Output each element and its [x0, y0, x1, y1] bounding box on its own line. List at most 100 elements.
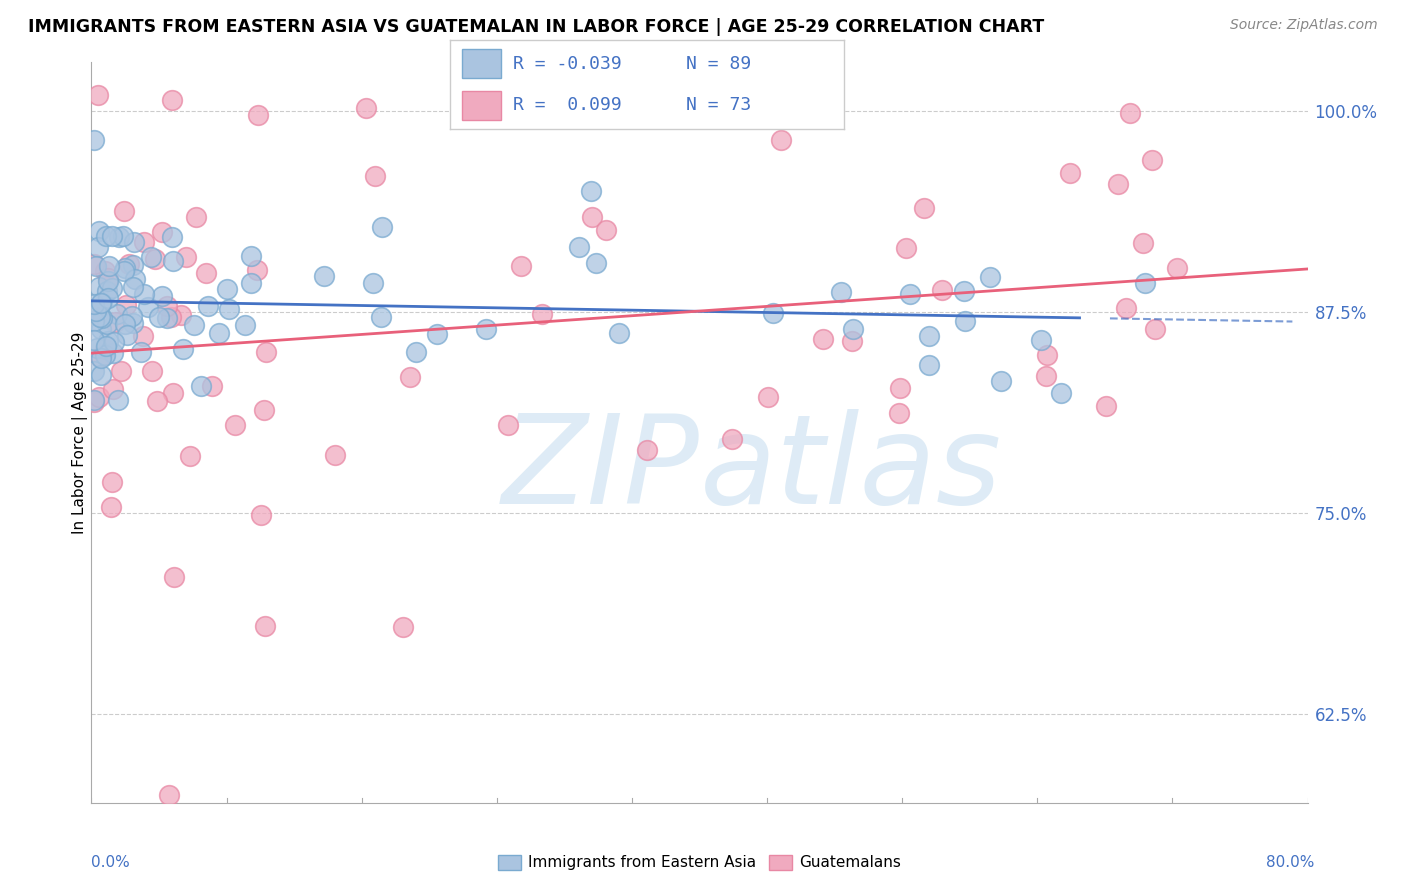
Point — [89, 310, 111, 324]
Point — [249, 508, 271, 523]
Point — [371, 219, 394, 234]
FancyBboxPatch shape — [461, 91, 501, 120]
Point — [636, 443, 658, 458]
Point — [246, 108, 269, 122]
Point — [581, 210, 603, 224]
Point — [90, 351, 112, 366]
Point — [1140, 153, 1163, 167]
Point — [96, 317, 118, 331]
Point — [97, 334, 120, 349]
Point — [756, 390, 779, 404]
Point — [918, 329, 941, 343]
Point — [101, 281, 124, 295]
Point — [312, 269, 335, 284]
Point — [97, 270, 120, 285]
Point — [721, 432, 744, 446]
Point — [143, 252, 166, 266]
Point — [122, 280, 145, 294]
Point — [240, 249, 263, 263]
Text: N = 73: N = 73 — [686, 96, 751, 114]
Point — [370, 310, 392, 324]
Point — [162, 385, 184, 400]
Point — [97, 274, 120, 288]
Point — [115, 298, 138, 312]
Point — [83, 313, 105, 327]
Point — [103, 334, 125, 349]
Point — [254, 619, 277, 633]
Point — [218, 302, 240, 317]
Point — [246, 263, 269, 277]
Point — [129, 344, 152, 359]
Text: ZIP: ZIP — [502, 409, 699, 530]
Point — [1119, 105, 1142, 120]
Point — [122, 316, 145, 330]
Point — [86, 342, 108, 356]
Point — [141, 250, 163, 264]
Point — [121, 309, 143, 323]
Text: R =  0.099: R = 0.099 — [513, 96, 621, 114]
Point — [233, 318, 256, 332]
Point — [98, 259, 121, 273]
Point — [112, 203, 135, 218]
Point — [1107, 177, 1129, 191]
Point — [953, 285, 976, 299]
Point — [83, 133, 105, 147]
Point — [1050, 385, 1073, 400]
Point — [585, 256, 607, 270]
Point — [141, 364, 163, 378]
Point — [118, 257, 141, 271]
Point — [84, 304, 107, 318]
Point — [918, 358, 941, 372]
Point — [361, 277, 384, 291]
Point — [87, 87, 110, 102]
Point — [426, 326, 449, 341]
Point — [156, 299, 179, 313]
Point — [94, 264, 117, 278]
Point — [215, 282, 238, 296]
Point — [107, 393, 129, 408]
Point — [112, 264, 135, 278]
Point — [132, 286, 155, 301]
Text: Source: ZipAtlas.com: Source: ZipAtlas.com — [1230, 18, 1378, 32]
Point — [83, 297, 105, 311]
Point — [253, 403, 276, 417]
Point — [1035, 369, 1057, 384]
Text: 0.0%: 0.0% — [91, 855, 131, 870]
Point — [162, 253, 184, 268]
Point — [90, 310, 112, 325]
Point — [160, 310, 183, 325]
Point — [392, 620, 415, 634]
Point — [111, 228, 134, 243]
Point — [90, 368, 112, 383]
Point — [172, 342, 194, 356]
Point — [108, 230, 131, 244]
Point — [399, 369, 422, 384]
Point — [841, 322, 863, 336]
Point — [124, 272, 146, 286]
Point — [150, 289, 173, 303]
Point — [900, 287, 922, 301]
Point — [1166, 261, 1188, 276]
Point — [114, 260, 136, 275]
Point — [83, 333, 105, 347]
Point — [134, 235, 156, 250]
Point — [894, 241, 917, 255]
Point — [146, 393, 169, 408]
Point — [224, 417, 246, 432]
Point — [101, 382, 124, 396]
Point — [101, 346, 124, 360]
Point — [114, 318, 136, 332]
Point — [83, 257, 105, 271]
Point — [184, 211, 207, 225]
Point — [94, 348, 117, 362]
Point — [179, 449, 201, 463]
Point — [197, 299, 219, 313]
Point — [811, 332, 834, 346]
Point — [100, 500, 122, 514]
Y-axis label: In Labor Force | Age 25-29: In Labor Force | Age 25-29 — [72, 332, 89, 533]
Point — [912, 201, 935, 215]
Point — [87, 240, 110, 254]
Point — [100, 229, 122, 244]
Point — [83, 394, 105, 409]
Point — [183, 318, 205, 333]
